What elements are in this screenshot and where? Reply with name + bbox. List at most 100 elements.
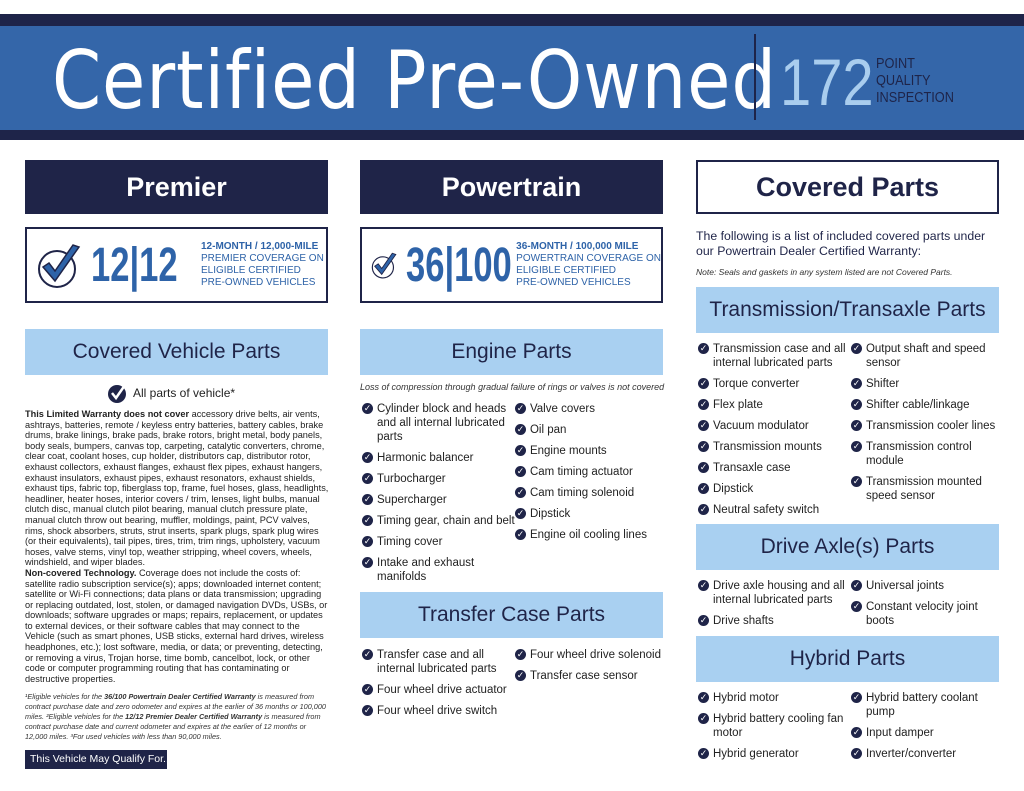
list-column: ✓ Cylinder block and heads and all intern… [362,402,515,584]
list-item-text: Engine oil cooling lines [529,529,647,541]
exclusions-list: accessory drive belts, air vents, ashtra… [25,409,329,568]
technology-text: Coverage does not include the costs of: … [25,567,328,684]
list-item-text: Four wheel drive solenoid [529,649,662,661]
list-item: ✓ Transmission case and all internal lubr… [698,342,851,370]
checkmark-icon: ✓ [362,473,373,484]
list-item: ✓ Transaxle case [698,461,851,475]
list-item-text: Harmonic balancer [377,452,474,464]
list-item-text: Transmission mounts [713,441,822,453]
list-column: ✓ Hybrid battery coolant pump ✓ Input dampe… [850,691,999,761]
coverage-line: 36-MONTH / 100,000 MILE [516,241,639,252]
checkmark-icon [108,384,127,403]
label-line: POINT [876,55,915,72]
list-item: ✓ Neutral safety switch [698,503,851,517]
list-column: ✓ Valve covers ✓ Oil pan ✓ Engine mounts ✓ Cam … [514,402,663,584]
all-parts-row: All parts of vehicle* [107,382,328,404]
list-item: ✓ Drive shafts [698,614,851,628]
checkmark-icon: ✓ [698,462,709,473]
coverage-line: PRE-OWNED VEHICLES [516,277,631,288]
list-item-text: Vacuum modulator [713,420,809,432]
transfer-case-heading: Transfer Case Parts [360,592,663,638]
list-item-text: Torque converter [713,378,800,390]
list-item: ✓ Transmission control module [850,440,999,468]
coverage-line: POWERTRAIN COVERAGE ON [516,253,661,264]
list-item: ✓ Transmission mounts [698,440,851,454]
list-item: ✓ Dipstick [698,482,851,496]
list-item: ✓ Engine mounts [514,444,663,458]
checkmark-icon: ✓ [514,649,526,660]
list-item: ✓ Shifter [850,377,999,391]
checkmark-icon: ✓ [362,494,373,505]
checkmark-icon: ✓ [514,466,526,477]
label-line: INSPECTION [876,89,954,106]
coverage-line: PRE-OWNED VEHICLES [201,277,316,288]
list-item-text: Universal joints [865,580,944,592]
checkmark-icon: ✓ [514,403,526,414]
header-divider [754,34,756,120]
checkmark-icon: ✓ [850,441,862,452]
coverage-line: ELIGIBLE CERTIFIED [201,265,301,276]
coverage-line: ELIGIBLE CERTIFIED [516,265,616,276]
checkmark-icon: ✓ [698,504,709,515]
footnote-bold: 36/100 Powertrain Dealer Certified Warra… [104,692,256,702]
transmission-list: ✓ Transmission case and all internal lubr… [698,342,999,517]
list-item: ✓ Supercharger [362,493,515,507]
checkmark-icon [38,244,81,288]
premier-coverage-box: 12|12 12-MONTH / 12,000-MILE PREMIER COV… [25,227,328,303]
list-column: ✓ Transmission case and all internal lubr… [698,342,851,517]
list-item: ✓ Drive axle housing and all internal lub… [698,579,851,607]
list-item-text: Constant velocity joint boots [865,601,978,627]
checkmark-icon: ✓ [850,476,862,487]
premier-big-number: 12|12 [91,238,178,292]
list-column: ✓ Output shaft and speed sensor ✓ Shifter ✓ S… [850,342,999,517]
list-item-text: Engine mounts [529,445,607,457]
list-item: ✓ Hybrid generator [698,747,851,761]
header-bottom-bar [0,130,1024,140]
list-item: ✓ Harmonic balancer [362,451,515,465]
list-item-text: Transmission mounted speed sensor [865,476,982,502]
list-item-text: Drive shafts [713,615,774,627]
list-item: ✓ Timing cover [362,535,515,549]
left-column: Premier 12|12 12-MONTH / 12,000-MILE PRE… [25,160,330,770]
checkmark-icon: ✓ [362,705,373,716]
list-item: ✓ Torque converter [698,377,851,391]
checkmark-icon: ✓ [362,536,373,547]
premier-heading: Premier [25,160,328,214]
label-line: QUALITY [876,72,931,89]
checkmark-icon: ✓ [362,452,373,463]
powertrain-big-number: 36|100 [406,238,512,292]
checkmark-icon: ✓ [850,727,862,738]
list-item-text: Oil pan [529,424,567,436]
footnotes: ¹Eligible vehicles for the 36/100 Powert… [25,692,330,742]
qualify-button[interactable]: This Vehicle May Qualify For... [25,750,172,770]
list-item: ✓ Intake and exhaust manifolds [362,556,515,584]
checkmark-icon: ✓ [850,399,862,410]
covered-vehicle-parts-heading: Covered Vehicle Parts [25,329,328,375]
list-item-text: Transmission case and all internal lubri… [713,343,846,369]
list-item: ✓ Hybrid battery cooling fan motor [698,712,851,740]
checkmark-icon: ✓ [514,424,526,435]
list-item: ✓ Engine oil cooling lines [514,528,663,542]
exclusions-bold: This Limited Warranty does not cover [25,409,190,419]
list-item-text: Flex plate [713,399,763,411]
checkmark-icon: ✓ [362,515,373,526]
checkmark-icon: ✓ [850,420,862,431]
list-column: ✓ Universal joints ✓ Constant velocity join… [850,579,999,628]
checkmark-icon: ✓ [698,378,709,389]
list-item: ✓ Output shaft and speed sensor [850,342,999,370]
powertrain-heading: Powertrain [360,160,663,214]
checkmark-icon: ✓ [698,580,709,591]
list-item-text: Cylinder block and heads and all interna… [377,403,507,443]
drive-axle-heading: Drive Axle(s) Parts [696,524,999,570]
list-item: ✓ Shifter cable/linkage [850,398,999,412]
list-item-text: Valve covers [529,403,595,415]
list-item-text: Supercharger [377,494,447,506]
list-item-text: Output shaft and speed sensor [865,343,986,369]
page-title: Certified Pre-Owned [52,34,777,127]
list-item-text: Input damper [865,727,934,739]
transfer-case-list: ✓ Transfer case and all internal lubricat… [362,648,663,718]
list-item-text: Dipstick [713,483,754,495]
coverage-line: 12-MONTH / 12,000-MILE [201,241,319,252]
list-item: ✓ Cam timing actuator [514,465,663,479]
list-item-text: Four wheel drive switch [377,705,498,717]
